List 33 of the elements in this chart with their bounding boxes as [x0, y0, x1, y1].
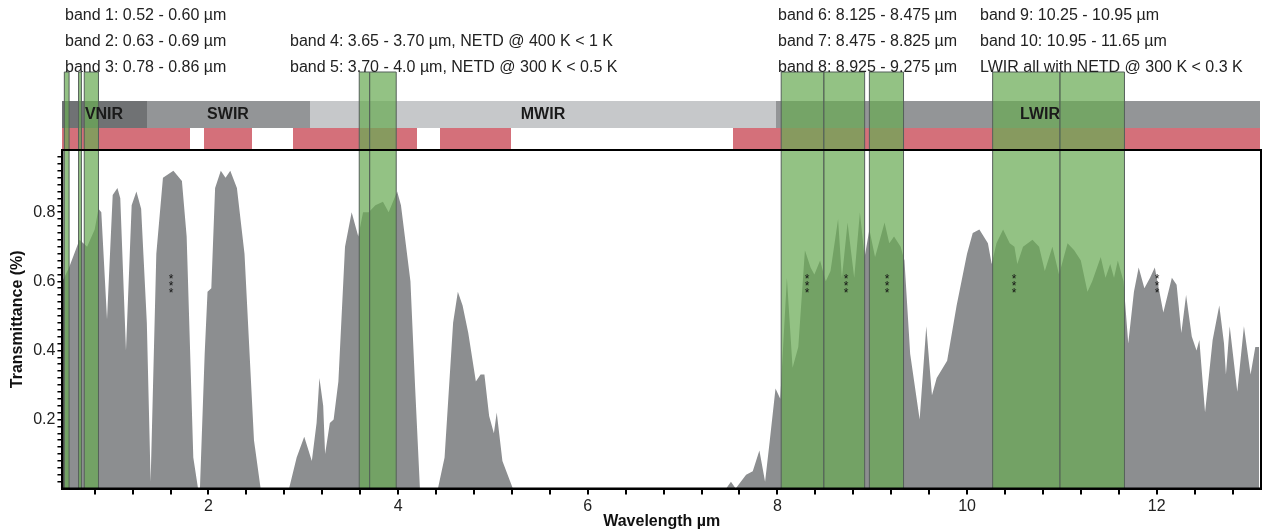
text: band 9: 10.25 - 10.95 µm — [980, 6, 1160, 24]
text: LWIR — [1020, 105, 1060, 123]
annotation: *** — [842, 272, 850, 300]
x-tick-label: 2 — [204, 496, 214, 514]
text: band 3: 0.78 - 0.86 µm — [65, 58, 227, 76]
text: LWIR all with NETD @ 300 K < 0.3 K — [980, 58, 1243, 76]
x-tick-label: 10 — [958, 496, 977, 514]
text: band 8: 8.925 - 9.275 µm — [778, 58, 958, 76]
y-tick-label: 0.8 — [33, 202, 56, 220]
text: band 5: 3.70 - 4.0 µm, NETD @ 300 K < 0.5 K — [290, 58, 618, 76]
x-tick-label: 4 — [393, 496, 403, 514]
text: MWIR — [520, 105, 566, 123]
text: VNIR — [84, 105, 124, 123]
annotation: *** — [803, 272, 811, 300]
text: band 7: 8.475 - 8.825 µm — [778, 32, 958, 50]
x-tick-label: 6 — [583, 496, 593, 514]
text: SWIR — [207, 105, 249, 123]
text: band 2: 0.63 - 0.69 µm — [65, 32, 227, 50]
text: band 10: 10.95 - 11.65 µm — [980, 32, 1167, 50]
annotation: *** — [1010, 272, 1018, 300]
annotation: *** — [167, 272, 175, 300]
text: band 6: 8.125 - 8.475 µm — [778, 6, 958, 24]
y-tick-label: 0.4 — [33, 340, 56, 358]
x-tick-label: 12 — [1147, 496, 1166, 514]
y-axis-title: Transmittance (%) — [8, 250, 26, 389]
y-tick-label: 0.2 — [33, 409, 56, 427]
x-tick-label: 8 — [772, 496, 782, 514]
annotation: *** — [1153, 272, 1161, 300]
text: band 1: 0.52 - 0.60 µm — [65, 6, 227, 24]
text: band 4: 3.65 - 3.70 µm, NETD @ 400 K < 1 K — [290, 32, 613, 50]
annotation: *** — [883, 272, 891, 300]
y-tick-label: 0.6 — [33, 271, 56, 289]
x-axis-title: Wavelength µm — [603, 511, 721, 529]
